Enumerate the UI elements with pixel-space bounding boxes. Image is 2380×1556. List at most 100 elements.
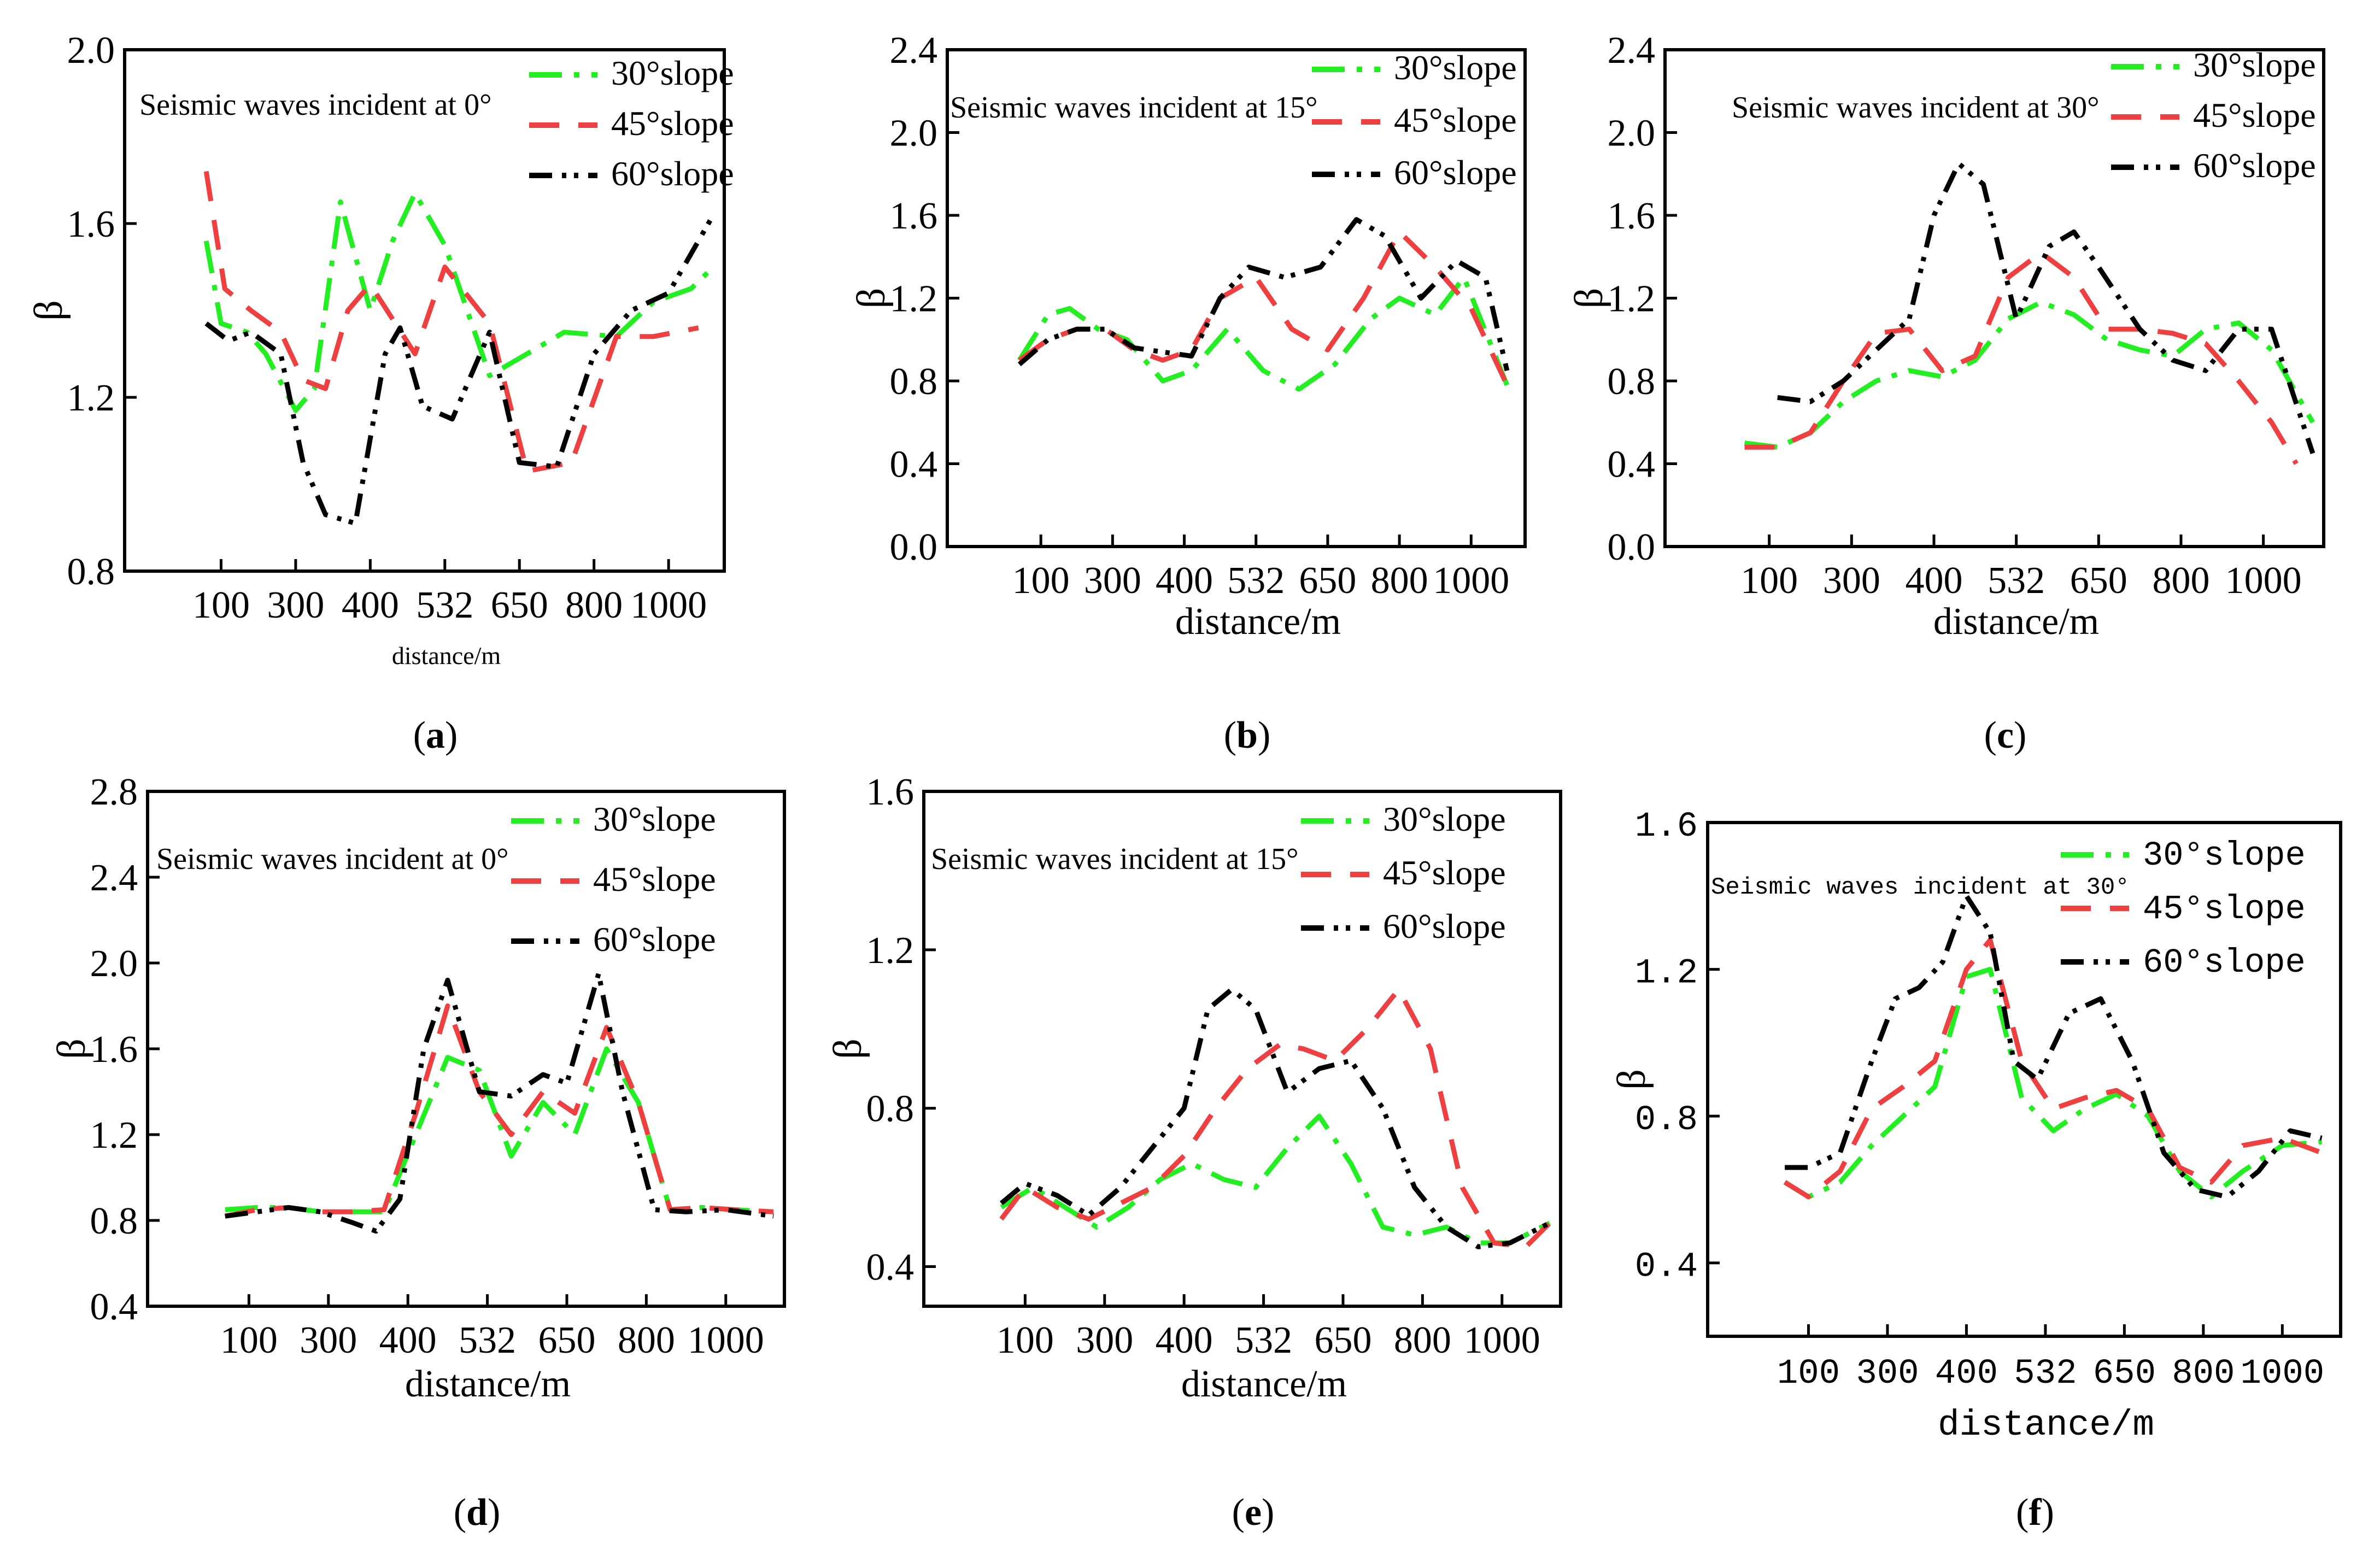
chart-title: Seismic waves incident at 30° [1711, 874, 2130, 901]
y-tick-label: 1.2 [90, 1114, 138, 1156]
x-tick-label: 300 [300, 1319, 357, 1361]
chart-title: Seismic waves incident at 0° [139, 88, 491, 122]
x-tick-label: 800 [1371, 560, 1428, 602]
y-tick-label: 1.2 [67, 377, 115, 419]
series-line-s60 [225, 971, 774, 1234]
x-tick-label: 532 [1988, 560, 2045, 602]
series-line-s45 [224, 1003, 774, 1219]
x-tick-label: 532 [459, 1319, 516, 1361]
legend-label-s30: 30°slope [2193, 45, 2316, 84]
x-tick-label: 100 [220, 1319, 278, 1361]
series-line-s60 [1785, 893, 2323, 1200]
chart-title: Seismic waves incident at 0° [156, 842, 508, 876]
x-axis-label: distance/m [1175, 601, 1341, 643]
x-tick-label: 400 [1156, 1319, 1213, 1361]
y-tick-label: 0.4 [90, 1286, 138, 1328]
panel-caption: (a) [413, 714, 458, 756]
series-line-s45 [1744, 250, 2299, 465]
x-tick-label: 532 [416, 584, 473, 626]
plot-frame [922, 790, 1562, 1308]
y-axis-label: β [26, 300, 71, 321]
y-tick-label: 1.2 [890, 278, 938, 320]
chart-panel-e: 0.4 0.8 1.2 1.6 100 300 400 532 650 800 1000 distan… [825, 771, 1562, 1534]
y-tick-label: 0.4 [866, 1247, 915, 1289]
x-tick-label: 650 [2070, 560, 2127, 602]
y-tick-label: 1.2 [1635, 954, 1698, 994]
y-tick-label: 2.4 [1608, 30, 1656, 72]
y-tick-label: 2.8 [90, 771, 138, 813]
y-tick-label: 2.0 [90, 943, 138, 985]
legend-label-s30: 30°slope [1383, 800, 1506, 838]
x-tick-label: 400 [1905, 560, 1962, 602]
x-tick-label: 300 [1076, 1319, 1133, 1361]
series-line-s30 [1744, 300, 2315, 450]
legend-label-s45: 45°slope [1394, 101, 1517, 139]
chart-panel-a: 0.8 1.2 1.6 2.0 100 300 400 532 650 800 1000 distan… [26, 30, 734, 756]
legend-label-s45: 45°slope [593, 860, 716, 899]
x-tick-label: 300 [1823, 560, 1880, 602]
x-tick-label: 650 [1314, 1319, 1371, 1361]
series-line-s45 [1783, 937, 2323, 1200]
y-tick-label: 2.0 [890, 113, 938, 155]
x-tick-label: 300 [1856, 1354, 1919, 1394]
y-axis-label: β [1609, 1069, 1654, 1090]
chart-panel-b: 0.0 0.4 0.8 1.2 1.6 2.0 2.4 100 300 400 532 650 800 1… [849, 30, 1527, 756]
legend-label-s45: 45°slope [611, 104, 734, 143]
legend-label-s60: 60°slope [1394, 153, 1517, 192]
y-tick-label: 1.6 [866, 771, 915, 813]
series-line-s30 [225, 1046, 774, 1214]
x-tick-label: 800 [565, 584, 623, 626]
x-tick-label: 532 [1227, 560, 1285, 602]
legend-label-s60: 60°slope [593, 920, 716, 959]
y-tick-label: 1.2 [866, 930, 915, 972]
x-tick-label: 1000 [1464, 1319, 1540, 1361]
y-tick-label: 2.4 [890, 30, 938, 72]
x-tick-label: 532 [2014, 1354, 2077, 1394]
y-tick-label: 0.8 [866, 1088, 915, 1130]
x-tick-label: 650 [2093, 1354, 2156, 1394]
y-tick-label: 0.8 [1608, 361, 1656, 403]
series-line-s60 [999, 987, 1551, 1249]
series-line-s30 [1017, 275, 1510, 392]
x-tick-label: 300 [267, 584, 324, 626]
x-tick-label: 800 [2172, 1354, 2235, 1394]
y-tick-label: 2.0 [67, 30, 115, 72]
y-tick-label: 2.4 [90, 857, 138, 899]
series-line-s60 [1777, 161, 2315, 455]
panel-caption: (e) [1232, 1492, 1275, 1534]
legend-label-s60: 60°slope [2143, 943, 2306, 982]
y-axis-label: β [849, 288, 894, 309]
series-line-s30 [1000, 1113, 1551, 1246]
x-tick-label: 100 [1777, 1354, 1840, 1394]
y-tick-label: 1.6 [890, 195, 938, 237]
y-tick-label: 1.6 [67, 203, 115, 245]
x-tick-label: 650 [538, 1319, 595, 1361]
y-tick-label: 0.4 [890, 444, 938, 486]
x-tick-label: 1000 [630, 584, 707, 626]
series-line-s45 [1018, 229, 1509, 386]
chart-panel-d: 0.4 0.8 1.2 1.6 2.0 2.4 2.8 100 300 400 532 650 800 1… [49, 771, 786, 1534]
x-tick-label: 400 [342, 584, 399, 626]
chart-title: Seismic waves incident at 30° [1732, 91, 2099, 125]
x-tick-label: 400 [1935, 1354, 1998, 1394]
legend-label-s60: 60°slope [611, 154, 734, 193]
series-line-s60 [1017, 217, 1510, 372]
legend-label-s30: 30°slope [1394, 48, 1517, 87]
chart-title: Seismic waves incident at 15° [931, 842, 1298, 876]
x-tick-label: 650 [1299, 560, 1356, 602]
legend-label-s60: 60°slope [1383, 907, 1506, 946]
x-tick-label: 532 [1235, 1319, 1292, 1361]
x-axis-label: distance/m [1181, 1363, 1347, 1405]
x-tick-label: 100 [1012, 560, 1070, 602]
x-axis-label: distance/m [1933, 601, 2099, 643]
series-line-s45 [203, 171, 699, 474]
legend-label-s45: 45°slope [2143, 890, 2306, 929]
x-tick-label: 100 [192, 584, 250, 626]
x-axis-label: distance/m [392, 642, 501, 670]
y-tick-label: 0.4 [1608, 444, 1656, 486]
panel-caption: (c) [1984, 714, 2027, 756]
y-tick-label: 1.2 [1608, 278, 1656, 320]
legend-label-s45: 45°slope [1383, 853, 1506, 892]
legend-label-s60: 60°slope [2193, 146, 2316, 185]
